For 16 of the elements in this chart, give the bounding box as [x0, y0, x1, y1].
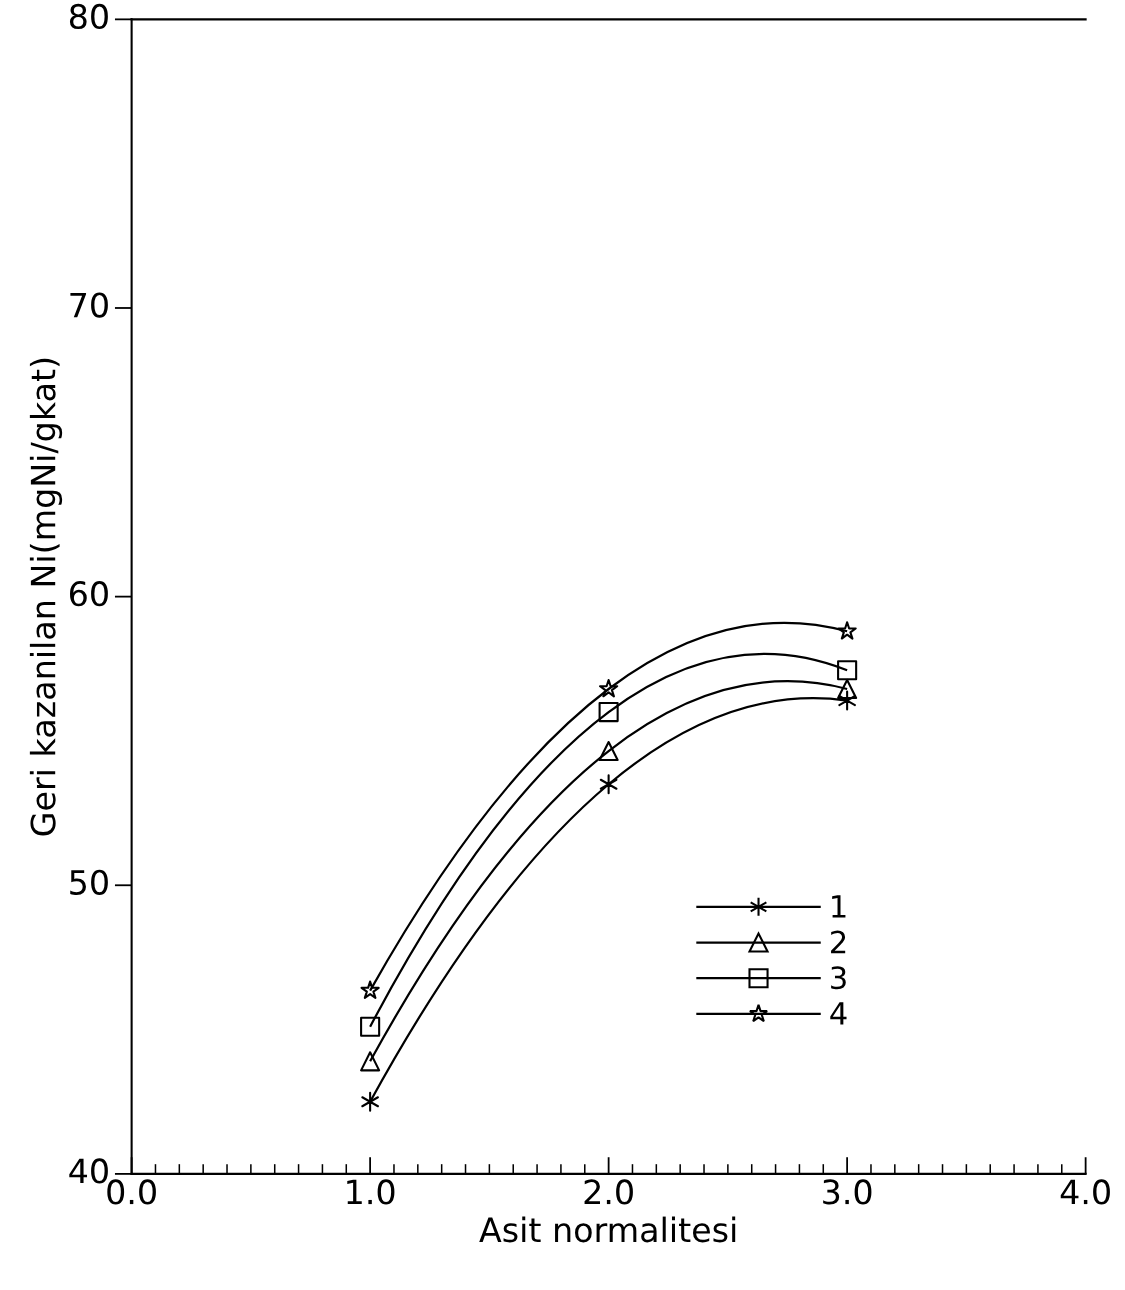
y-tick-label: 60: [70, 581, 108, 607]
y-axis-title: Geri kazanilan Ni(mgNi/gkat): [29, 358, 63, 836]
x-tick-label: 3.0: [823, 1179, 872, 1205]
y-tick-label: 40: [69, 1158, 108, 1184]
y-tick-label: 50: [70, 869, 108, 895]
y-tick-label: 80: [69, 3, 108, 30]
x-tick-label: 0.0: [107, 1179, 156, 1205]
y-tick-label: 70: [70, 292, 108, 318]
x-tick-label: 1.0: [347, 1179, 395, 1205]
legend-label: 2: [831, 930, 846, 954]
legend-label: 4: [830, 1002, 847, 1025]
legend-label: 3: [831, 966, 846, 990]
x-axis-title: Asit normalitesi: [479, 1216, 736, 1243]
x-tick-label: 4.0: [1060, 1179, 1110, 1205]
x-tick-label: 2.0: [584, 1179, 633, 1205]
legend-label: 1: [832, 895, 846, 918]
